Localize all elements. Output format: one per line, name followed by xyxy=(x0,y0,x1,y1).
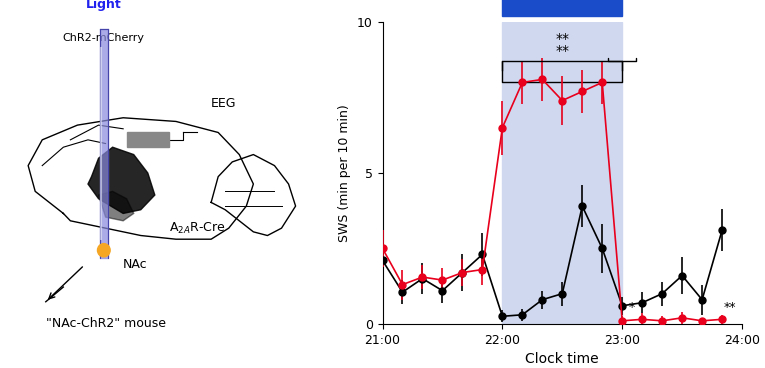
Text: **: ** xyxy=(555,44,569,58)
Text: **: ** xyxy=(555,32,569,46)
Text: EEG: EEG xyxy=(211,96,236,110)
Text: A$_{2A}$R-Cre: A$_{2A}$R-Cre xyxy=(168,220,226,236)
Text: **: ** xyxy=(724,301,737,314)
Polygon shape xyxy=(99,191,134,221)
Bar xyxy=(503,22,622,324)
Polygon shape xyxy=(88,147,155,213)
Text: NAc: NAc xyxy=(123,258,148,272)
Bar xyxy=(503,0,622,16)
Text: ChR2-mCherry: ChR2-mCherry xyxy=(63,33,145,43)
Bar xyxy=(127,132,169,147)
Circle shape xyxy=(97,244,110,257)
Y-axis label: SWS (min per 10 min): SWS (min per 10 min) xyxy=(338,104,351,242)
X-axis label: Clock time: Clock time xyxy=(526,352,599,366)
Text: *: * xyxy=(628,301,634,314)
Text: "NAc-ChR2" mouse: "NAc-ChR2" mouse xyxy=(46,317,165,330)
Text: Light: Light xyxy=(86,0,122,11)
Bar xyxy=(100,29,108,258)
